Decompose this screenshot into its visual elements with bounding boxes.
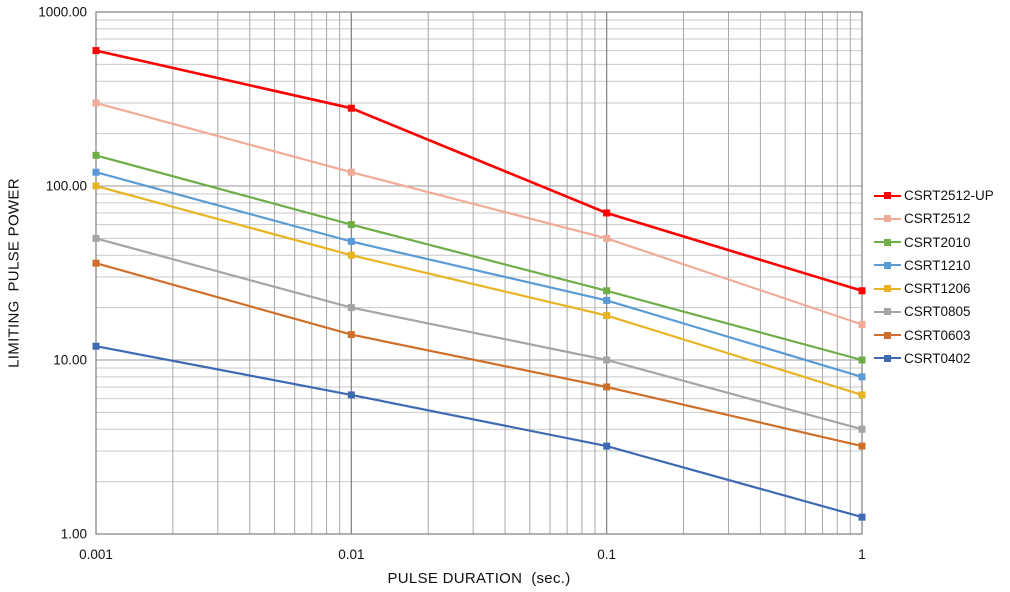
series-CSRT0805 — [92, 234, 866, 433]
data-point-marker — [603, 234, 611, 242]
legend-item: CSRT1210 — [874, 254, 994, 277]
data-point-marker — [858, 287, 866, 295]
legend-marker-icon — [874, 354, 901, 363]
legend: CSRT2512-UP CSRT2512 CSRT2010 CSRT1210 C… — [874, 184, 994, 370]
legend-label: CSRT1210 — [904, 257, 971, 273]
data-point-marker — [347, 304, 355, 312]
data-point-marker — [858, 442, 866, 450]
legend-item: CSRT0402 — [874, 347, 994, 370]
data-point-marker — [347, 221, 355, 229]
data-point-marker — [858, 356, 866, 364]
legend-label: CSRT0402 — [904, 350, 971, 366]
plot-border — [95, 11, 863, 535]
legend-label: CSRT0603 — [904, 327, 971, 343]
legend-marker-icon — [874, 307, 901, 316]
legend-label: CSRT2010 — [904, 234, 971, 250]
legend-marker-icon — [874, 284, 901, 293]
data-point-marker — [858, 391, 866, 399]
legend-item: CSRT1206 — [874, 277, 994, 300]
legend-marker-icon — [874, 238, 901, 247]
data-point-marker — [603, 356, 611, 364]
data-point-marker — [92, 151, 100, 159]
legend-marker-icon — [874, 191, 901, 200]
data-point-marker — [858, 425, 866, 433]
x-tick-label: 0.1 — [597, 547, 616, 562]
legend-marker-icon — [874, 214, 901, 223]
legend-item: CSRT2010 — [874, 231, 994, 254]
data-point-marker — [92, 99, 100, 107]
x-axis-title: PULSE DURATION (sec.) — [387, 570, 571, 587]
legend-item: CSRT0805 — [874, 300, 994, 323]
data-point-marker — [603, 312, 611, 320]
data-point-marker — [347, 237, 355, 245]
gridlines — [96, 12, 862, 534]
data-point-marker — [603, 296, 611, 304]
legend-label: CSRT2512-UP — [904, 188, 994, 204]
legend-marker-icon — [874, 331, 901, 340]
data-point-marker — [603, 209, 611, 217]
legend-label: CSRT1206 — [904, 281, 971, 297]
legend-label: CSRT0805 — [904, 304, 971, 320]
data-point-marker — [92, 182, 100, 190]
series-CSRT1206 — [92, 182, 866, 399]
y-tick-label: 1000.00 — [38, 5, 87, 20]
data-point-marker — [347, 391, 355, 399]
x-tick-label: 0.01 — [338, 547, 364, 562]
series-CSRT0603 — [92, 259, 866, 450]
data-point-marker — [92, 234, 100, 242]
series-CSRT2010 — [92, 151, 866, 364]
y-tick-label: 1.00 — [61, 527, 87, 542]
data-point-marker — [347, 251, 355, 259]
data-point-marker — [347, 168, 355, 176]
data-point-marker — [347, 331, 355, 339]
x-tick-label: 0.001 — [79, 547, 113, 562]
y-tick-label: 10.00 — [53, 353, 87, 368]
data-point-marker — [858, 373, 866, 381]
data-point-marker — [858, 513, 866, 521]
x-tick-label: 1 — [858, 547, 866, 562]
legend-marker-icon — [874, 261, 901, 270]
series-CSRT0402 — [92, 342, 866, 521]
series-CSRT1210 — [92, 168, 866, 381]
y-tick-labels: 1000.00 100.00 10.00 1.00 — [38, 5, 87, 542]
y-axis-title: LIMITING PULSE POWER — [5, 178, 23, 368]
data-point-marker — [92, 259, 100, 267]
data-point-marker — [92, 47, 100, 55]
data-point-marker — [603, 442, 611, 450]
series-CSRT2512 — [92, 99, 866, 328]
legend-item: CSRT0603 — [874, 324, 994, 347]
series-CSRT2512-UP — [92, 47, 866, 295]
data-point-marker — [92, 342, 100, 350]
data-point-marker — [603, 383, 611, 391]
data-point-marker — [603, 287, 611, 295]
legend-label: CSRT2512 — [904, 211, 971, 227]
legend-item: CSRT2512 — [874, 207, 994, 230]
y-tick-label: 100.00 — [46, 179, 87, 194]
data-point-marker — [858, 320, 866, 328]
data-point-marker — [347, 104, 355, 112]
x-tick-labels: 0.001 0.01 0.1 1 — [79, 547, 866, 562]
legend-item: CSRT2512-UP — [874, 184, 994, 207]
data-point-marker — [92, 168, 100, 176]
